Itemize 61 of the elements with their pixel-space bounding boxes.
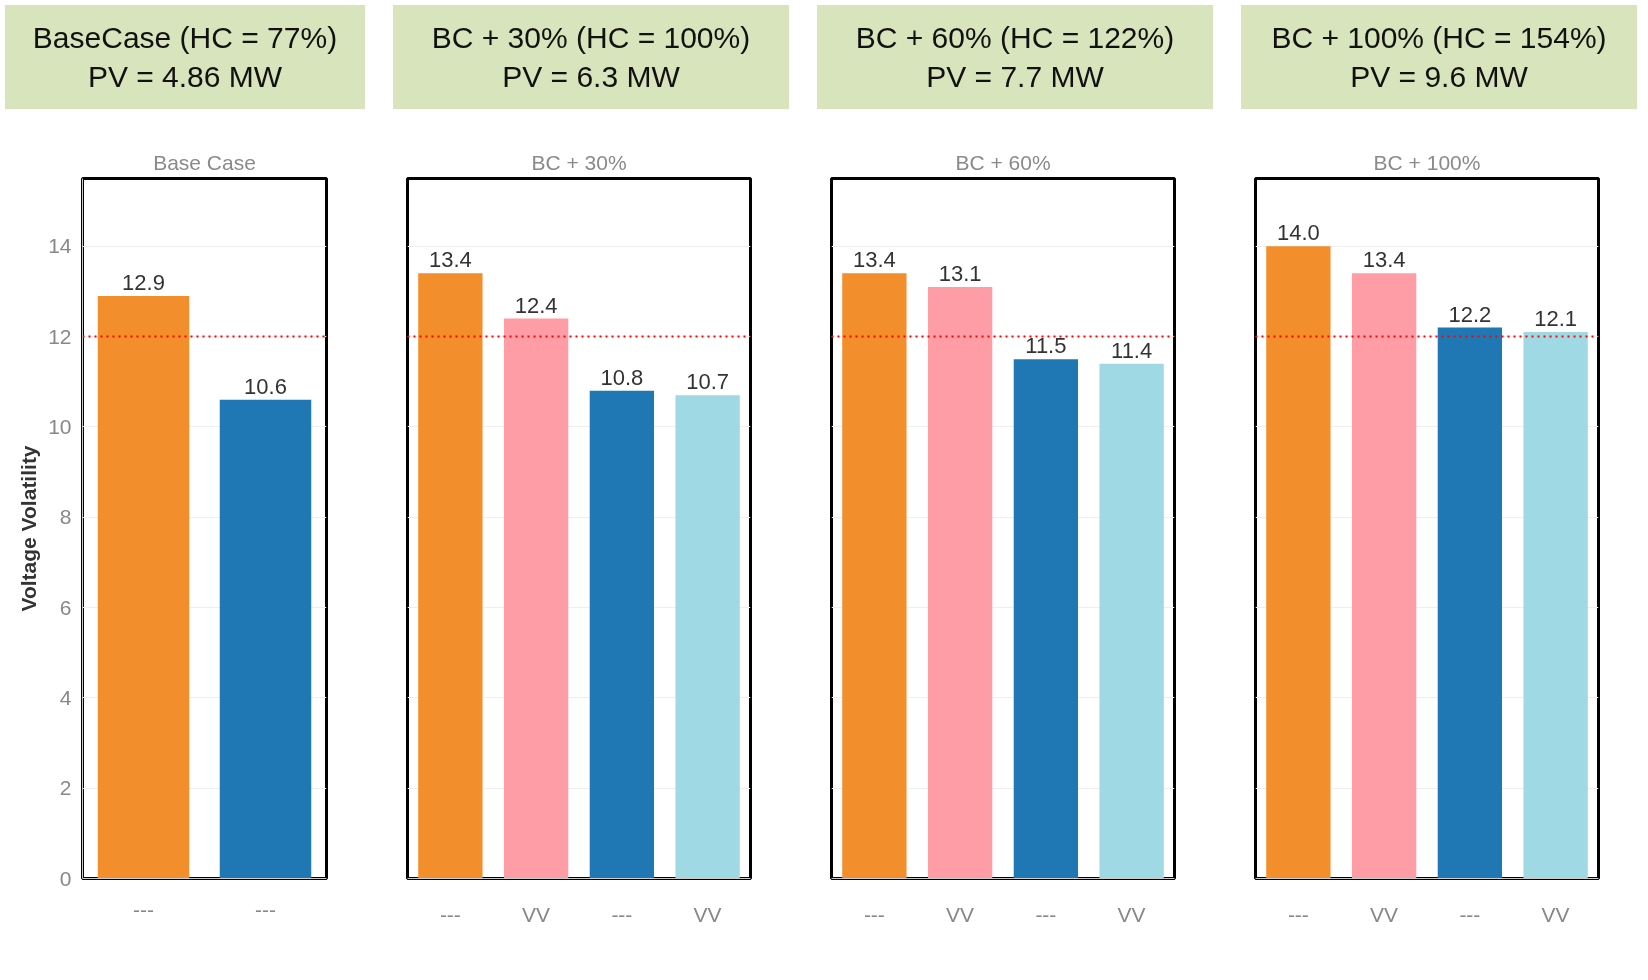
chart-title: BC + 60% (HC = 122%) — [855, 20, 1175, 56]
y-tick-label: 8 — [59, 505, 72, 529]
chart-title: BaseCase (HC = 77%) — [32, 20, 338, 56]
y-tick-label: 4 — [59, 685, 72, 709]
chart-title: BC + 100% (HC = 154%) — [1271, 20, 1607, 56]
y-tick-label: 2 — [59, 776, 72, 800]
data-label: 13.1 — [938, 260, 982, 286]
y-tick-label: 12 — [48, 324, 72, 348]
text: BC + 30% — [531, 150, 627, 174]
data-label: 12.2 — [1448, 301, 1492, 327]
chart-subtitle: PV = 7.7 MW — [926, 59, 1104, 95]
data-label: 12.1 — [1534, 306, 1578, 332]
data-label: 12.4 — [514, 292, 558, 318]
x-tick-label: --- — [439, 902, 461, 926]
text: BC + 60% — [955, 150, 1051, 174]
data-label: 12.9 — [122, 269, 165, 295]
bar — [1523, 332, 1588, 879]
x-tick-label: --- — [611, 902, 633, 926]
data-label: 13.4 — [428, 247, 472, 273]
bar — [1099, 363, 1164, 879]
x-tick-label: --- — [1287, 902, 1309, 926]
bar — [675, 395, 740, 879]
bar — [842, 273, 907, 879]
bar — [1351, 273, 1417, 879]
data-label: 13.4 — [852, 247, 896, 273]
x-tick-label: --- — [1459, 902, 1481, 926]
x-tick-label: VV — [693, 902, 722, 926]
bar — [1437, 327, 1503, 879]
bar — [503, 318, 569, 879]
x-tick-label: VV — [1117, 902, 1146, 926]
x-tick-label: --- — [1035, 902, 1057, 926]
bar — [589, 390, 655, 879]
x-tick-label: VV — [946, 902, 975, 926]
data-label: 10.6 — [244, 373, 287, 399]
data-label: 11.5 — [1025, 333, 1067, 359]
data-label: 10.7 — [686, 369, 730, 395]
data-label: 10.8 — [600, 364, 644, 390]
y-tick-label: 10 — [48, 414, 72, 438]
x-tick-label: VV — [1370, 902, 1399, 926]
bar — [1266, 246, 1331, 879]
x-tick-label: --- — [133, 897, 154, 921]
x-tick-label: VV — [1541, 902, 1570, 926]
data-label: 13.4 — [1362, 247, 1406, 273]
bar — [927, 286, 993, 879]
data-label: 11.4 — [1111, 337, 1153, 363]
text: BC + 100% — [1373, 150, 1481, 174]
chart-title: BC + 30% (HC = 100%) — [431, 20, 751, 56]
data-label: 14.0 — [1276, 220, 1320, 246]
chart-subtitle: PV = 9.6 MW — [1350, 59, 1528, 95]
chart-subtitle: PV = 4.86 MW — [87, 59, 283, 95]
bar — [418, 273, 483, 879]
y-tick-label: 0 — [59, 866, 72, 890]
bar — [1013, 359, 1079, 879]
text: Base Case — [153, 150, 256, 174]
y-tick-label: 14 — [48, 234, 72, 258]
x-tick-label: VV — [522, 902, 551, 926]
y-axis-title: Voltage Volatility — [17, 445, 41, 612]
x-tick-label: --- — [255, 897, 276, 921]
chart-subtitle: PV = 6.3 MW — [502, 59, 680, 95]
y-tick-label: 6 — [59, 595, 72, 619]
x-tick-label: --- — [863, 902, 885, 926]
